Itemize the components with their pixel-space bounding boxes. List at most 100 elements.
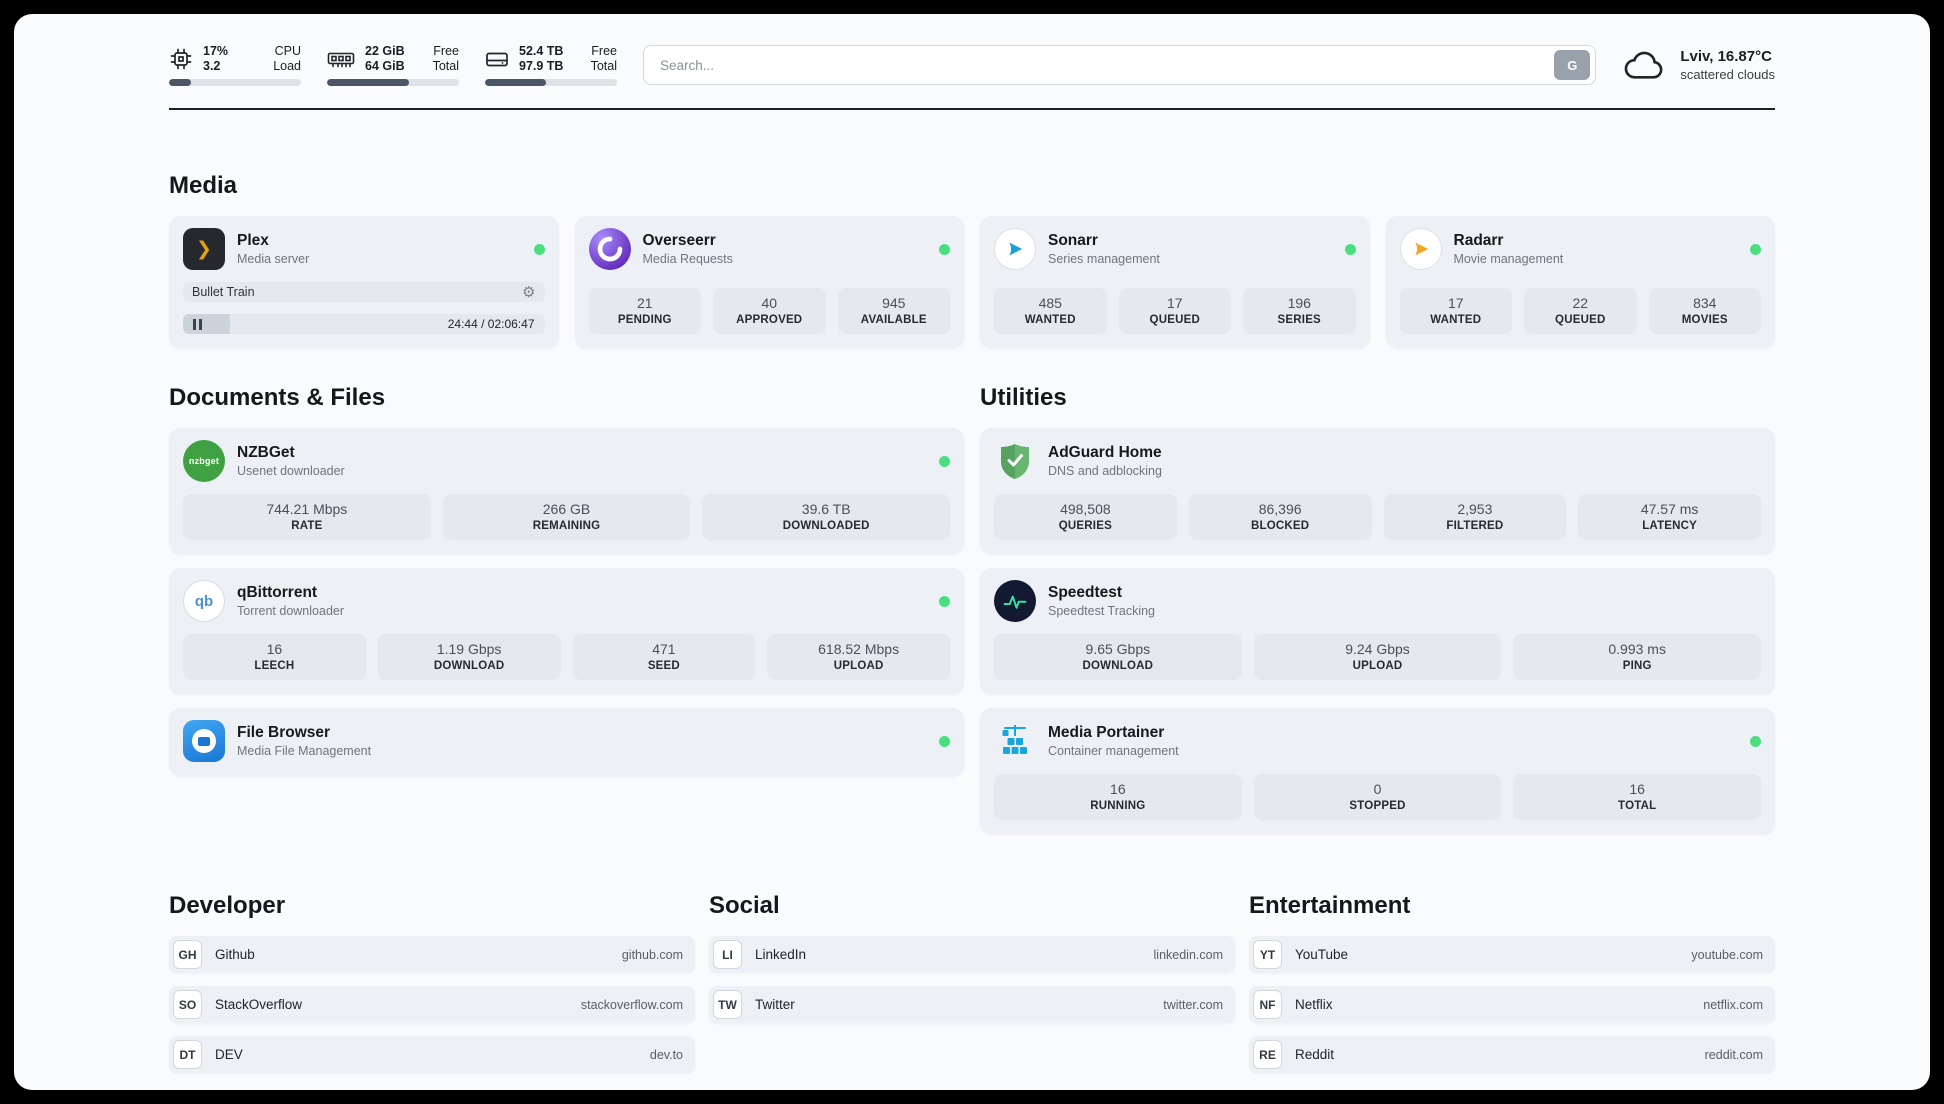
plex-icon: ❯ bbox=[183, 228, 225, 270]
status-dot bbox=[1344, 243, 1356, 255]
stat-box: 22 QUEUED bbox=[1524, 288, 1637, 334]
filebrowser-icon bbox=[183, 720, 225, 762]
section-title-media: Media bbox=[169, 172, 238, 199]
stat-box: 9.65 Gbps DOWNLOAD bbox=[994, 634, 1242, 680]
app-desc: Torrent downloader bbox=[237, 604, 345, 618]
link-badge: RE bbox=[1253, 1040, 1282, 1069]
playback-progress-fill bbox=[183, 314, 230, 334]
app-name: Overseerr bbox=[642, 232, 716, 249]
section-media: Media ❯ Plex Media server Bullet Train ⚙ bbox=[169, 172, 1775, 348]
disk-total-label: Total bbox=[590, 59, 617, 73]
app-card-filebrowser[interactable]: File Browser Media File Management bbox=[169, 708, 964, 776]
link-dev[interactable]: DT DEV dev.to bbox=[169, 1036, 695, 1073]
app-card-sonarr[interactable]: Sonarr Series management 485 WANTED 17 Q… bbox=[980, 216, 1370, 348]
link-stackoverflow[interactable]: SO StackOverflow stackoverflow.com bbox=[169, 986, 695, 1023]
app-name: AdGuard Home bbox=[1048, 444, 1162, 461]
section-social: Social LI LinkedIn linkedin.com TW Twitt… bbox=[709, 892, 1235, 1086]
link-badge: GH bbox=[173, 940, 202, 969]
section-developer: Developer GH Github github.com SO StackO… bbox=[169, 892, 695, 1086]
stat-box: 2,953 FILTERED bbox=[1383, 494, 1567, 540]
app-desc: Media File Management bbox=[237, 744, 372, 758]
app-desc: DNS and adblocking bbox=[1048, 464, 1162, 478]
stat-box: 498,508 QUERIES bbox=[994, 494, 1177, 540]
cpu-progress-bar bbox=[169, 79, 301, 86]
weather-condition: scattered clouds bbox=[1680, 67, 1775, 82]
portainer-icon bbox=[994, 720, 1036, 762]
stat-box: 485 WANTED bbox=[994, 288, 1107, 334]
app-name: qBittorrent bbox=[237, 584, 318, 601]
radarr-icon bbox=[1399, 228, 1442, 270]
link-twitter[interactable]: TW Twitter twitter.com bbox=[709, 986, 1235, 1023]
status-dot bbox=[1750, 735, 1761, 747]
stat-box: 16 LEECH bbox=[183, 634, 366, 680]
ram-icon bbox=[327, 49, 355, 69]
section-utilities: Utilities AdGuard Home bbox=[980, 384, 1775, 834]
ram-free-label: Free bbox=[433, 44, 459, 58]
link-badge: YT bbox=[1253, 940, 1282, 969]
cloud-icon bbox=[1622, 48, 1668, 82]
app-desc: Series management bbox=[1048, 252, 1160, 266]
weather-widget: Lviv, 16.87°C scattered clouds bbox=[1622, 48, 1775, 82]
cpu-chip-icon bbox=[169, 47, 193, 71]
pause-icon[interactable] bbox=[193, 318, 202, 330]
app-card-overseerr[interactable]: Overseerr Media Requests 21 PENDING 40 A… bbox=[574, 216, 964, 348]
app-card-nzbget[interactable]: nzbget NZBGet Usenet downloader 744.21 M… bbox=[169, 428, 964, 554]
weather-location: Lviv, 16.87°C bbox=[1680, 48, 1772, 65]
status-dot bbox=[939, 735, 950, 747]
app-name: Media Portainer bbox=[1048, 724, 1165, 741]
stat-box: 17 WANTED bbox=[1399, 288, 1512, 334]
search-input[interactable] bbox=[658, 56, 1555, 74]
stat-box: 834 MOVIES bbox=[1648, 288, 1761, 334]
link-netflix[interactable]: NF Netflix netflix.com bbox=[1249, 986, 1775, 1023]
stat-box: 618.52 Mbps UPLOAD bbox=[767, 634, 950, 680]
disk-progress-bar bbox=[485, 79, 617, 86]
stat-box: 945 AVAILABLE bbox=[837, 288, 950, 334]
search-engine-button[interactable]: G bbox=[1554, 50, 1591, 80]
stat-box: 39.6 TB DOWNLOADED bbox=[702, 494, 951, 540]
disk-total-value: 97.9 TB bbox=[519, 59, 564, 73]
cpu-usage-value: 17% bbox=[203, 44, 229, 58]
app-name: Speedtest bbox=[1048, 584, 1123, 601]
stat-box: 86,396 BLOCKED bbox=[1188, 494, 1372, 540]
cpu-progress-fill bbox=[169, 79, 192, 86]
link-badge: NF bbox=[1253, 990, 1282, 1019]
stat-box: 21 PENDING bbox=[588, 288, 701, 334]
stat-box: 0 STOPPED bbox=[1253, 774, 1502, 820]
section-title-documents: Documents & Files bbox=[169, 384, 386, 411]
stat-box: 744.21 Mbps RATE bbox=[183, 494, 431, 540]
nzbget-icon: nzbget bbox=[183, 440, 225, 482]
app-card-adguard[interactable]: AdGuard Home DNS and adblocking 498,508 … bbox=[980, 428, 1775, 554]
app-name: NZBGet bbox=[237, 444, 295, 461]
app-name: Sonarr bbox=[1048, 232, 1098, 249]
cpu-usage-label: CPU bbox=[274, 44, 301, 58]
link-linkedin[interactable]: LI LinkedIn linkedin.com bbox=[709, 936, 1235, 973]
header-divider bbox=[169, 108, 1775, 110]
app-name: File Browser bbox=[237, 724, 331, 741]
status-dot bbox=[939, 595, 950, 607]
section-title-utilities: Utilities bbox=[980, 384, 1067, 411]
section-title-social: Social bbox=[709, 892, 780, 919]
stat-box: 47.57 ms LATENCY bbox=[1578, 494, 1761, 540]
link-youtube[interactable]: YT YouTube youtube.com bbox=[1249, 936, 1775, 973]
section-title-entertainment: Entertainment bbox=[1249, 892, 1411, 919]
app-card-speedtest[interactable]: Speedtest Speedtest Tracking 9.65 Gbps D… bbox=[980, 568, 1775, 694]
stat-box: 471 SEED bbox=[572, 634, 756, 680]
now-playing-title: Bullet Train bbox=[192, 285, 255, 300]
qbittorrent-icon: qb bbox=[183, 580, 225, 622]
app-card-portainer[interactable]: Media Portainer Container management 16 … bbox=[980, 708, 1775, 834]
app-card-qbittorrent[interactable]: qb qBittorrent Torrent downloader 16 LEE… bbox=[169, 568, 964, 694]
link-badge: SO bbox=[173, 990, 202, 1019]
app-card-plex[interactable]: ❯ Plex Media server Bullet Train ⚙ 24:44… bbox=[169, 216, 559, 348]
stat-box: 17 QUEUED bbox=[1118, 288, 1231, 334]
gear-icon[interactable]: ⚙ bbox=[522, 283, 536, 301]
playback-time: 24:44 / 02:06:47 bbox=[447, 317, 535, 332]
app-card-radarr[interactable]: Radarr Movie management 17 WANTED 22 QUE… bbox=[1385, 216, 1775, 348]
link-reddit[interactable]: RE Reddit reddit.com bbox=[1249, 1036, 1775, 1073]
link-github[interactable]: GH Github github.com bbox=[169, 936, 695, 973]
ram-total-label: Total bbox=[432, 59, 459, 73]
ram-free-value: 22 GiB bbox=[365, 44, 405, 58]
status-dot bbox=[939, 455, 950, 467]
stat-box: 0.993 ms PING bbox=[1513, 634, 1762, 680]
app-desc: Usenet downloader bbox=[237, 464, 345, 478]
stat-box: 1.19 Gbps DOWNLOAD bbox=[377, 634, 561, 680]
